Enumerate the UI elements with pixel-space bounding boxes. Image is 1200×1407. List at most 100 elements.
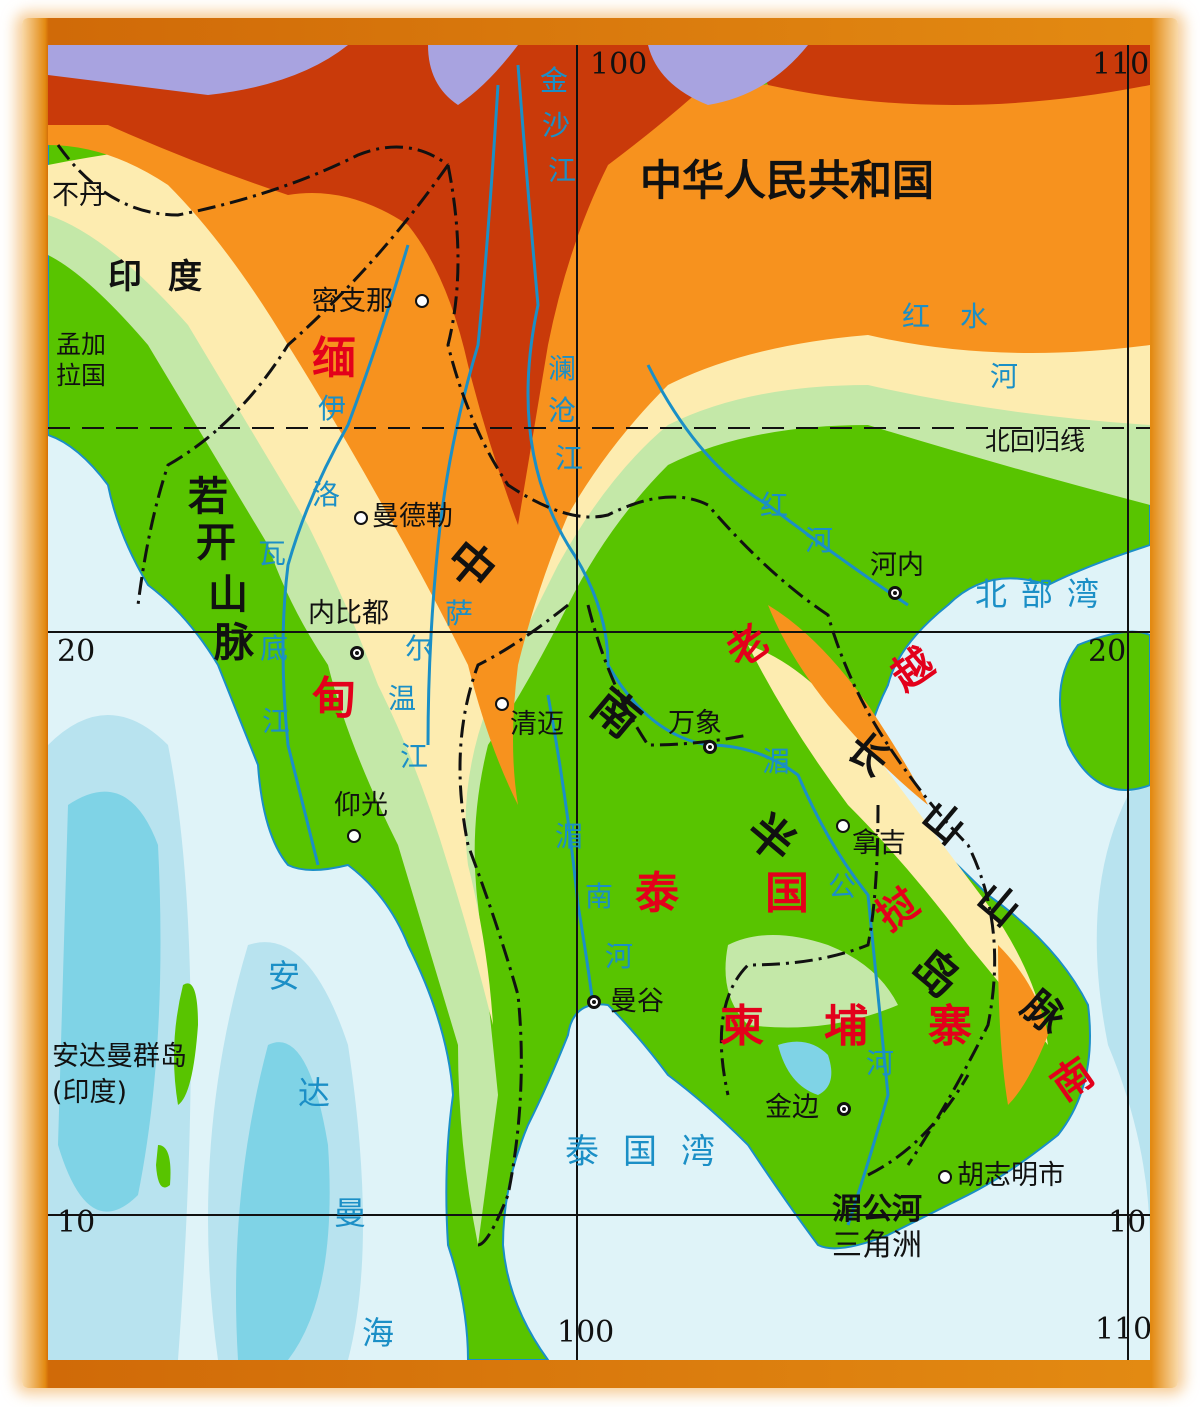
river-lancang-char: 江 (555, 442, 584, 475)
river-lancang: 澜沧江 (548, 352, 583, 473)
mekong-river-line (516, 64, 890, 1226)
sea-andaman-char: 曼 (334, 1194, 367, 1232)
mountain-arakan-char: 山 (208, 572, 248, 618)
river-irrawaddy: 伊洛瓦底江 (258, 392, 347, 736)
lon-100-top-label: 100 (590, 47, 648, 82)
river-salween-char: 温 (388, 682, 417, 715)
rivers (281, 64, 909, 1226)
lat-10-right-label: 10 (1108, 1205, 1147, 1240)
islands-andaman-note: (印度) (52, 1077, 128, 1108)
lat-10-left-label: 10 (57, 1205, 96, 1240)
city-dot-icon (836, 819, 850, 833)
country-bangladesh-line2: 拉国 (56, 361, 107, 390)
city-yangon: 仰光 (334, 790, 388, 821)
river-salween-char: 萨 (445, 597, 474, 630)
sea-gulf-of-tonkin: 北部湾 (975, 575, 1114, 613)
city-dot-icon (495, 697, 509, 711)
peninsula-indochina-char: 中 (436, 529, 506, 601)
river-salween-char: 江 (400, 740, 429, 773)
river-chao-phraya-char: 湄 (555, 820, 584, 853)
river-salween-char: 尔 (405, 632, 434, 665)
river-mekong-1: 湄 (762, 745, 791, 778)
river-jinsha: 金沙江 (540, 64, 576, 185)
river-irrawaddy-char: 伊 (318, 392, 347, 425)
city-vientiane: 万象 (668, 708, 722, 739)
river-jinsha-char: 金 (540, 64, 569, 97)
country-bangladesh-line1: 孟加 (56, 330, 107, 359)
lon-100-bottom-label: 100 (557, 1315, 615, 1350)
city-dot-icon (347, 829, 361, 843)
city-bangkok: 曼谷 (610, 986, 664, 1017)
river-hongshui: 红水河 (902, 300, 1018, 391)
capital-icon (703, 740, 717, 754)
physical-map: 100 110 20 20 10 10 100 110 北回归线 中华人民共和国… (48, 45, 1150, 1360)
city-dot-icon (938, 1170, 952, 1184)
lat-20-right-label: 20 (1088, 634, 1127, 669)
sea-andaman-char: 安 (268, 957, 301, 995)
capital-icon (350, 646, 364, 660)
mountain-annamite-char: 长 (837, 724, 899, 786)
tropic-label: 北回归线 (985, 427, 1086, 456)
national-borders (56, 144, 997, 1247)
country-cambodia: 柬埔寨 (720, 1001, 1032, 1052)
high-plateau (48, 45, 808, 105)
capital-icon (888, 586, 902, 600)
river-jinsha-char: 江 (548, 154, 577, 187)
delta-mekong-line1: 湄公河 (832, 1192, 922, 1227)
river-red-1: 红 (760, 489, 789, 522)
city-mandalay: 曼德勒 (372, 501, 453, 532)
river-jinsha-char: 沙 (542, 109, 571, 142)
mountain-arakan: 若开山脉 (188, 474, 254, 663)
city-myitkyina: 密支那 (312, 286, 393, 317)
city-phnom-penh: 金边 (765, 1092, 819, 1123)
country-china: 中华人民共和国 (640, 156, 935, 205)
river-irrawaddy-char: 洛 (312, 478, 341, 511)
sea-andaman: 安达曼海 (268, 957, 394, 1349)
city-hanoi: 河内 (870, 550, 924, 581)
river-hongshui-char: 水 (960, 300, 989, 333)
sea-gulf-of-thailand: 泰国湾 (565, 1132, 739, 1172)
city-naypyidaw: 内比都 (308, 598, 389, 629)
country-thailand-1: 泰 (635, 868, 679, 919)
country-bhutan: 不丹 (52, 180, 106, 211)
country-india: 印度 (108, 257, 228, 297)
river-lancang-char: 澜 (548, 352, 577, 385)
country-thailand-2: 国 (765, 868, 809, 919)
river-chao-phraya: 湄南河 (555, 820, 633, 971)
river-irrawaddy-char: 瓦 (258, 537, 287, 570)
river-irrawaddy-char: 江 (262, 705, 291, 738)
mountain-arakan-char: 脉 (214, 620, 254, 666)
grid-lines (48, 45, 1150, 1360)
deepest-sea (58, 791, 330, 1360)
mountain-annamite: 长山山脉 (838, 725, 1073, 1044)
irrawaddy-river-line (281, 244, 410, 866)
delta-mekong-line2: 三角洲 (832, 1228, 922, 1263)
terrain (48, 45, 1150, 1360)
country-myanmar-2: 甸 (312, 673, 356, 724)
mountain-arakan-char: 若 (188, 474, 228, 520)
river-hongshui-char: 河 (990, 360, 1019, 393)
river-hongshui-char: 红 (902, 300, 931, 333)
city-ho-chi-minh: 胡志明市 (957, 1160, 1065, 1191)
mountain-arakan-char: 开 (196, 520, 236, 566)
river-mekong-2: 公 (828, 870, 857, 903)
tonle-sap-lake (778, 1041, 832, 1095)
lon-110-bottom-label: 110 (1095, 1312, 1150, 1347)
river-red-2: 河 (805, 524, 834, 557)
river-salween: 萨尔温江 (388, 597, 474, 771)
country-myanmar-1: 缅 (312, 333, 356, 384)
capital-icon (587, 995, 601, 1009)
islands-andaman: 安达曼群岛 (52, 1041, 187, 1072)
city-chiang-mai: 清迈 (510, 709, 564, 740)
peninsula-indochina: 中南半岛 (436, 530, 971, 1009)
river-irrawaddy-char: 底 (260, 632, 289, 665)
sea-andaman-char: 海 (362, 1314, 395, 1352)
salween-river-line (426, 84, 500, 746)
red-river-line (646, 364, 909, 607)
lon-110-top-label: 110 (1092, 47, 1150, 82)
river-lancang-char: 沧 (548, 394, 577, 427)
city-dot-icon (415, 294, 429, 308)
river-chao-phraya-char: 河 (605, 940, 634, 973)
capital-icon (837, 1102, 851, 1116)
